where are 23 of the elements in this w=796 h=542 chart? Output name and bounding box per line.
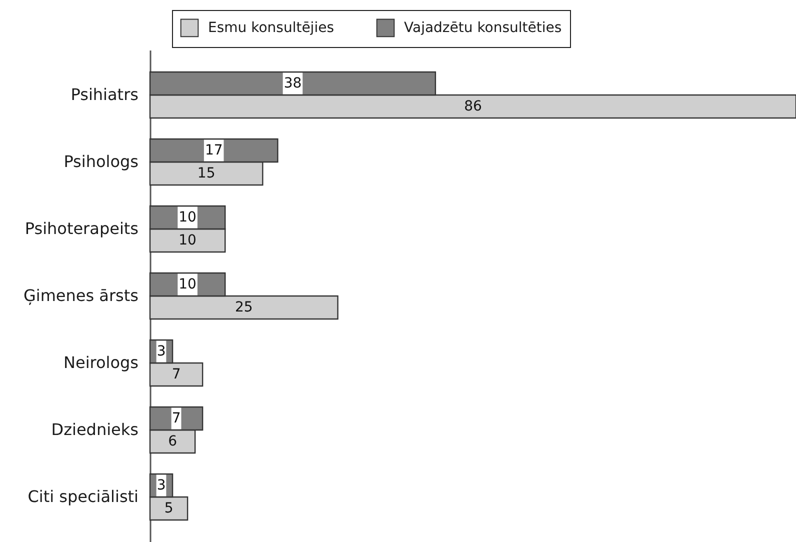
data-label: 10 xyxy=(178,209,196,226)
data-label: 10 xyxy=(178,276,196,292)
y-tick-label: Psihiatrs xyxy=(70,84,138,104)
y-tick-label: Dziednieks xyxy=(51,420,138,440)
data-label: 3 xyxy=(156,478,166,494)
y-tick-label: Psihologs xyxy=(64,152,138,171)
legend-label: Vajadzētu konsultēties xyxy=(404,20,562,36)
data-label: 15 xyxy=(197,166,216,182)
y-tick-label: Ģimenes ārsts xyxy=(23,286,138,305)
legend-label: Esmu konsultējies xyxy=(208,20,334,36)
y-tick-label: Citi speciālisti xyxy=(28,487,138,506)
data-label: 7 xyxy=(172,410,181,426)
data-label: 5 xyxy=(164,500,174,517)
data-label: 17 xyxy=(204,142,223,158)
data-label: 86 xyxy=(464,98,482,114)
data-label: 3 xyxy=(156,343,166,360)
y-tick-label: Psihoterapeits xyxy=(24,218,138,238)
data-label: 6 xyxy=(168,434,178,450)
data-label: 25 xyxy=(234,300,253,316)
data-label: 7 xyxy=(172,366,181,383)
data-label: 10 xyxy=(178,232,196,249)
data-label: 38 xyxy=(284,75,302,92)
y-tick-label: Neirologs xyxy=(64,353,138,372)
